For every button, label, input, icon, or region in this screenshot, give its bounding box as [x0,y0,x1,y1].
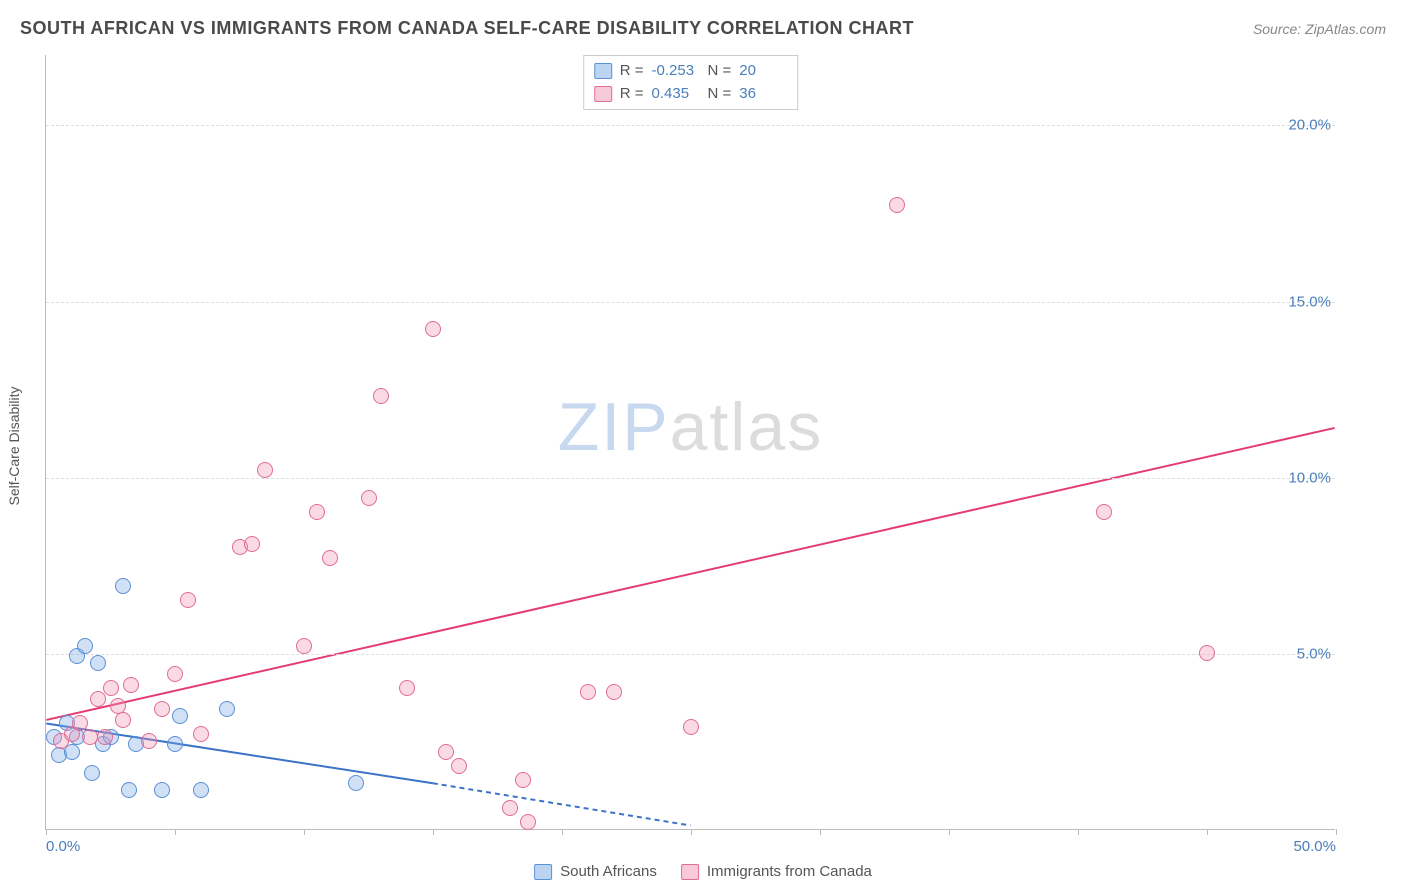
r-label: R = [620,83,644,106]
data-point [1199,645,1215,661]
n-value-pink: 36 [739,83,787,106]
xtick [1336,829,1337,835]
ytick-label: 15.0% [1288,293,1331,310]
data-point [438,744,454,760]
xtick-label: 50.0% [1293,838,1336,855]
stats-row-blue: R = -0.253 N = 20 [594,60,788,83]
data-point [451,758,467,774]
data-point [520,814,536,830]
swatch-pink [594,86,612,102]
plot-area: ZIPatlas R = -0.253 N = 20 R = 0.435 N =… [45,55,1335,830]
watermark-zip: ZIP [558,389,670,465]
xtick-label: 0.0% [46,838,80,855]
legend-item-blue: South Africans [534,863,657,880]
ytick-label: 5.0% [1297,645,1331,662]
chart-title: SOUTH AFRICAN VS IMMIGRANTS FROM CANADA … [20,18,914,39]
data-point [425,321,441,337]
data-point [606,684,622,700]
data-point [90,691,106,707]
data-point [167,736,183,752]
data-point [123,677,139,693]
data-point [309,504,325,520]
swatch-blue [594,63,612,79]
ytick-label: 10.0% [1288,469,1331,486]
data-point [257,462,273,478]
data-point [515,772,531,788]
source-label: Source: ZipAtlas.com [1253,21,1386,37]
data-point [502,800,518,816]
data-point [361,490,377,506]
xtick [562,829,563,835]
data-point [90,655,106,671]
trend-line-dashed [433,783,691,825]
data-point [97,729,113,745]
watermark: ZIPatlas [558,388,823,466]
r-value-blue: -0.253 [652,60,700,83]
trend-line [46,428,1334,720]
data-point [348,775,364,791]
swatch-blue [534,864,552,880]
data-point [373,388,389,404]
xtick [691,829,692,835]
data-point [154,782,170,798]
xtick [820,829,821,835]
data-point [219,701,235,717]
swatch-pink [681,864,699,880]
n-value-blue: 20 [739,60,787,83]
data-point [683,719,699,735]
xtick [433,829,434,835]
data-point [889,197,905,213]
data-point [1096,504,1112,520]
data-point [154,701,170,717]
legend-item-pink: Immigrants from Canada [681,863,872,880]
xtick [1207,829,1208,835]
data-point [244,536,260,552]
data-point [180,592,196,608]
data-point [77,638,93,654]
gridline [46,125,1335,126]
data-point [193,726,209,742]
gridline [46,478,1335,479]
n-label: N = [708,60,732,83]
data-point [72,715,88,731]
data-point [296,638,312,654]
stats-legend: R = -0.253 N = 20 R = 0.435 N = 36 [583,55,799,110]
legend-label-pink: Immigrants from Canada [707,863,872,880]
gridline [46,654,1335,655]
xtick [46,829,47,835]
bottom-legend: South Africans Immigrants from Canada [534,863,872,880]
data-point [115,578,131,594]
xtick [1078,829,1079,835]
data-point [115,712,131,728]
data-point [141,733,157,749]
xtick [949,829,950,835]
data-point [167,666,183,682]
legend-label-blue: South Africans [560,863,657,880]
data-point [193,782,209,798]
xtick [304,829,305,835]
r-value-pink: 0.435 [652,83,700,106]
data-point [322,550,338,566]
data-point [82,729,98,745]
watermark-atlas: atlas [670,389,824,465]
data-point [103,680,119,696]
r-label: R = [620,60,644,83]
gridline [46,302,1335,303]
ytick-label: 20.0% [1288,117,1331,134]
xtick [175,829,176,835]
data-point [84,765,100,781]
y-axis-label: Self-Care Disability [6,386,22,505]
stats-row-pink: R = 0.435 N = 36 [594,83,788,106]
data-point [172,708,188,724]
n-label: N = [708,83,732,106]
data-point [121,782,137,798]
trend-lines [46,55,1335,829]
data-point [580,684,596,700]
data-point [399,680,415,696]
